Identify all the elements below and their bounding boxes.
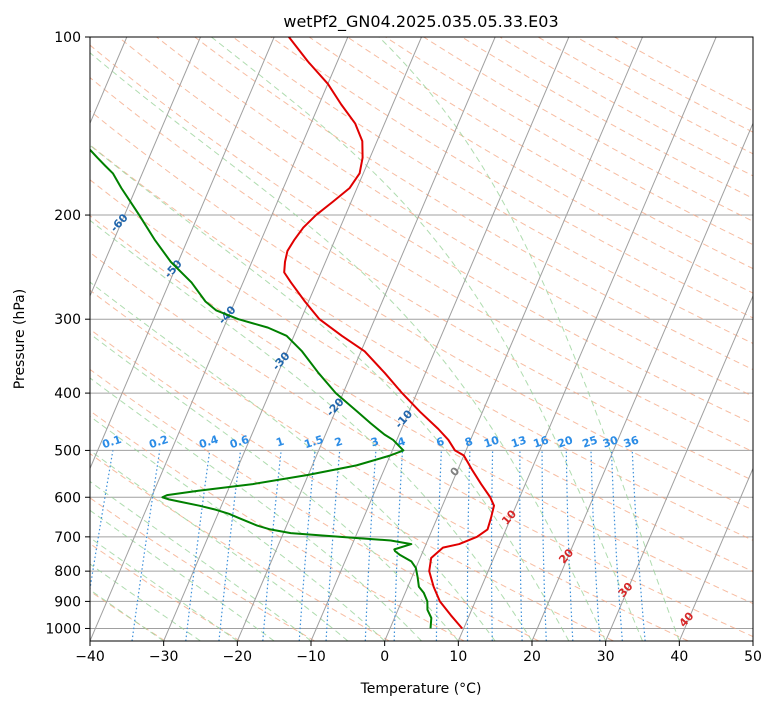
dry-adiabat bbox=[90, 44, 753, 453]
dewpoint-line bbox=[90, 148, 433, 629]
isotherm bbox=[605, 294, 753, 641]
y-tick-label: 700 bbox=[54, 530, 81, 546]
moist-adiabats bbox=[90, 37, 680, 641]
isotherm bbox=[531, 122, 753, 641]
isotherm bbox=[90, 37, 201, 298]
moist-adiabat bbox=[90, 537, 238, 641]
profiles bbox=[90, 37, 495, 630]
mixing-ratio-lines bbox=[90, 450, 646, 641]
dry-adiabat bbox=[90, 215, 753, 605]
moist-adiabat bbox=[211, 37, 643, 641]
y-tick-label: 900 bbox=[54, 594, 81, 610]
mixing-ratio-label: 2 bbox=[333, 435, 344, 450]
dry-adiabat bbox=[90, 328, 614, 641]
x-tick-label: 10 bbox=[449, 649, 467, 665]
moist-adiabat bbox=[90, 219, 533, 641]
y-tick-label: 600 bbox=[54, 490, 81, 506]
dry-adiabat bbox=[156, 37, 753, 397]
dry-adiabats bbox=[90, 37, 753, 641]
mixing-ratio-label: 10 bbox=[482, 433, 501, 450]
isotherm bbox=[678, 467, 753, 641]
mixing-ratio-labels: 0.1 0.2 0.4 0.6 1 1.5 2 3 4 6 8 10 13 16 20 25 30 36 bbox=[101, 433, 641, 452]
y-axis-label: Pressure (hPa) bbox=[12, 289, 28, 389]
mixing-ratio-label: 25 bbox=[581, 434, 600, 451]
moist-adiabat bbox=[378, 37, 680, 641]
x-axis-label: Temperature (°C) bbox=[360, 681, 482, 697]
y-tick-label: 200 bbox=[54, 208, 81, 224]
moist-adiabat bbox=[90, 480, 312, 641]
dry-adiabat bbox=[90, 368, 540, 641]
mixing-ratio-label: 0.1 bbox=[101, 433, 124, 451]
x-tick-label: −30 bbox=[149, 649, 179, 665]
dry-adiabat bbox=[232, 37, 753, 345]
mixing-ratio-line bbox=[185, 450, 211, 641]
mixing-ratio-label: 8 bbox=[463, 435, 474, 450]
mixing-ratio-label: 4 bbox=[396, 435, 408, 450]
temperature-line bbox=[283, 37, 495, 630]
isotherm bbox=[457, 37, 717, 641]
dry-adiabat bbox=[118, 37, 753, 425]
moist-adiabat bbox=[90, 52, 607, 641]
mixing-ratio-label: 20 bbox=[556, 433, 575, 450]
dry-adiabat bbox=[90, 251, 753, 638]
isotherm bbox=[310, 37, 570, 641]
moist-adiabat bbox=[90, 563, 201, 641]
y-tick-label: 800 bbox=[54, 564, 81, 580]
x-tick-label: 50 bbox=[744, 649, 762, 665]
moist-adiabat bbox=[90, 589, 164, 641]
mixing-ratio-label: 16 bbox=[532, 433, 551, 450]
x-tick-label: 20 bbox=[523, 649, 541, 665]
y-tick-label: 300 bbox=[54, 312, 81, 328]
dry-adiabat bbox=[90, 497, 315, 641]
mixing-ratio-label: 0.6 bbox=[228, 433, 251, 451]
y-axis-ticks: 1000 900 800 700 600 500 400 300 200 100 bbox=[45, 30, 90, 637]
mixing-ratio-label: 6 bbox=[435, 435, 447, 450]
moist-adiabat bbox=[90, 509, 275, 641]
dry-adiabat bbox=[194, 37, 753, 371]
isotherm bbox=[90, 37, 275, 470]
moist-adiabat bbox=[90, 333, 459, 641]
x-tick-label: −40 bbox=[75, 649, 105, 665]
plot-area: -100-90-80-70-60-50-40-30-20-10010203040… bbox=[90, 37, 753, 641]
isotherm bbox=[90, 37, 349, 641]
mixing-ratio-label: 1 bbox=[274, 435, 285, 450]
pressure-gridlines bbox=[90, 37, 753, 629]
isotherm bbox=[236, 37, 496, 641]
isotherm bbox=[384, 37, 643, 641]
x-tick-label: 0 bbox=[380, 649, 389, 665]
mixing-ratio-label: 0.2 bbox=[147, 433, 170, 451]
mixing-ratio-label: 13 bbox=[510, 434, 529, 451]
mixing-ratio-label: 30 bbox=[601, 433, 620, 450]
mixing-ratio-line bbox=[90, 450, 114, 593]
x-tick-label: 30 bbox=[597, 649, 615, 665]
plot-frame bbox=[89, 36, 754, 642]
x-tick-label: −20 bbox=[223, 649, 253, 665]
chart-title: wetPf2_GN04.2025.035.05.33.E03 bbox=[283, 12, 558, 32]
mixing-ratio-label: 36 bbox=[622, 433, 641, 450]
moist-adiabat bbox=[90, 281, 496, 641]
y-tick-label: 100 bbox=[54, 30, 81, 46]
x-axis-ticks: −40 −30 −20 −10 0 10 20 30 40 50 bbox=[75, 641, 762, 665]
mixing-ratio-line bbox=[131, 450, 161, 641]
moist-adiabat bbox=[90, 415, 386, 641]
x-tick-label: −10 bbox=[296, 649, 326, 665]
dry-adiabat bbox=[90, 410, 465, 641]
x-tick-label: 40 bbox=[670, 649, 688, 665]
mixing-ratio-label: 1.5 bbox=[303, 433, 326, 451]
mixing-ratio-label: 3 bbox=[369, 435, 380, 450]
moist-adiabat bbox=[90, 144, 570, 641]
isotherm bbox=[163, 37, 422, 641]
mixing-ratio-label: 0.4 bbox=[197, 433, 220, 451]
y-tick-label: 1000 bbox=[45, 621, 81, 637]
y-tick-label: 500 bbox=[54, 443, 81, 459]
dry-adiabat bbox=[90, 289, 689, 641]
isotherms bbox=[90, 37, 753, 641]
y-tick-label: 400 bbox=[54, 386, 81, 402]
